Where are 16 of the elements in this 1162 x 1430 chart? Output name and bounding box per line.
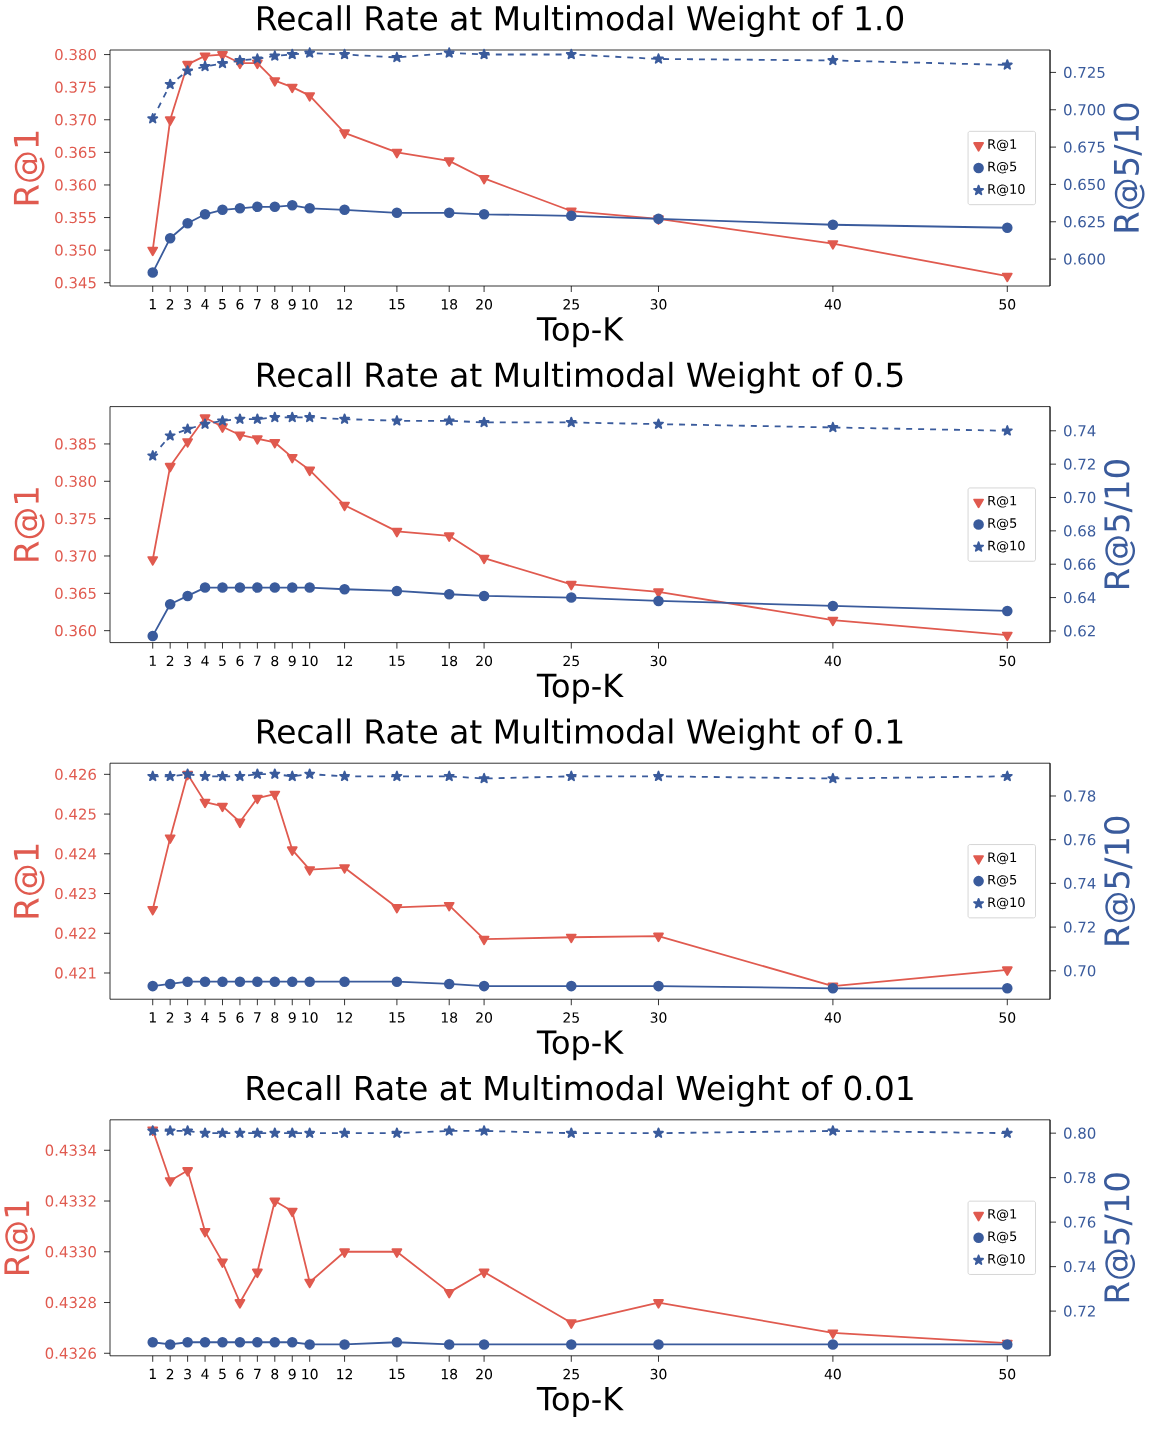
y2-axis-title: R@5/10 <box>1104 816 1136 945</box>
chart-title: Recall Rate at Multimodal Weight of 1.0 <box>258 5 904 38</box>
chart-title: Recall Rate at Multimodal Weight of 0.1 <box>258 718 903 751</box>
y2-axis-title: R@5/10 <box>1113 103 1145 232</box>
chart-title: Recall Rate at Multimodal Weight of 0.01 <box>247 1075 913 1107</box>
x-axis-title: Top-K <box>536 1387 624 1417</box>
y2-axis-title: R@5/10 <box>1104 460 1136 589</box>
x-axis-title: Top-K <box>536 673 624 704</box>
y-axis-title: R@1 <box>13 131 45 205</box>
y-axis-title: R@1 <box>4 1201 35 1274</box>
y-axis-title: R@1 <box>13 488 45 561</box>
y-axis-title: R@1 <box>13 844 45 918</box>
chart-title: Recall Rate at Multimodal Weight of 0.5 <box>258 361 903 394</box>
x-axis-title: Top-K <box>536 317 624 348</box>
x-axis-title: Top-K <box>536 1030 624 1061</box>
y2-axis-title: R@5/10 <box>1104 1173 1136 1302</box>
